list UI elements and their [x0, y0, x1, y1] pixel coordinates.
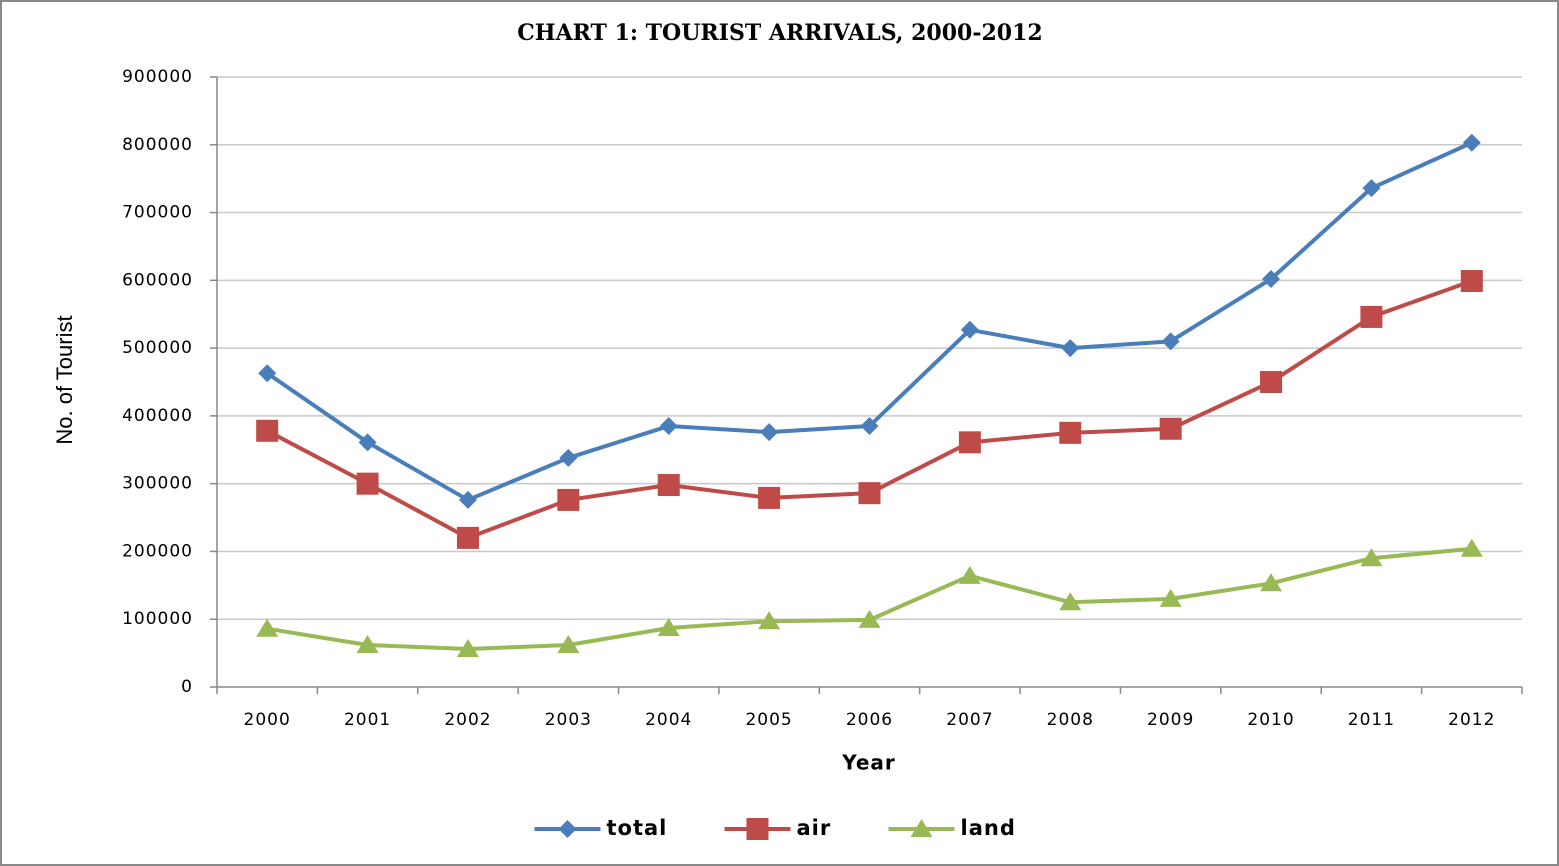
marker	[557, 488, 580, 511]
y-tick-label: 900000	[122, 67, 193, 87]
marker	[960, 320, 979, 339]
x-tick-label: 2001	[344, 710, 391, 730]
y-tick-label: 200000	[122, 541, 193, 561]
y-tick-label: 300000	[122, 474, 193, 494]
x-tick-label: 2000	[244, 710, 291, 730]
marker	[458, 490, 477, 509]
marker	[1460, 538, 1483, 557]
x-tick-label: 2005	[745, 710, 792, 730]
marker	[358, 433, 377, 452]
marker	[256, 419, 279, 442]
y-tick-label: 800000	[122, 135, 193, 155]
marker	[1360, 548, 1383, 567]
x-tick-label: 2006	[846, 710, 893, 730]
marker	[559, 448, 578, 467]
y-tick-label: 0	[181, 677, 193, 697]
legend-label: total	[607, 816, 668, 840]
x-tick-label: 2010	[1247, 710, 1294, 730]
marker	[1161, 332, 1180, 351]
marker	[356, 634, 379, 653]
marker	[760, 423, 779, 442]
marker	[858, 609, 881, 628]
x-tick-label: 2004	[645, 710, 692, 730]
x-tick-label: 2008	[1047, 710, 1094, 730]
marker	[1462, 133, 1481, 152]
marker	[657, 474, 680, 497]
legend-label: air	[797, 816, 832, 840]
marker	[456, 639, 479, 658]
marker	[1059, 421, 1082, 444]
chart-title: CHART 1: TOURIST ARRIVALS, 2000-2012	[517, 20, 1042, 46]
marker	[657, 618, 680, 637]
y-tick-label: 600000	[122, 270, 193, 290]
marker	[258, 364, 277, 383]
marker	[356, 472, 379, 495]
y-tick-label: 700000	[122, 203, 193, 223]
x-tick-label: 2007	[946, 710, 993, 730]
marker	[1460, 270, 1483, 293]
marker	[860, 417, 879, 436]
x-tick-label: 2011	[1348, 710, 1395, 730]
marker	[1362, 179, 1381, 198]
marker	[1061, 339, 1080, 358]
marker	[1159, 588, 1182, 607]
marker	[558, 820, 577, 838]
marker	[1260, 371, 1283, 393]
marker	[659, 417, 678, 436]
legend-label: land	[961, 816, 1016, 840]
marker	[858, 482, 881, 505]
x-tick-label: 2012	[1448, 710, 1495, 730]
marker	[1262, 269, 1281, 288]
marker	[1059, 592, 1082, 611]
x-tick-label: 2003	[545, 710, 592, 730]
marker	[910, 819, 933, 837]
marker	[958, 565, 981, 584]
marker	[557, 634, 580, 653]
marker	[758, 486, 781, 509]
marker	[746, 818, 769, 840]
marker	[1360, 305, 1383, 328]
marker	[1260, 573, 1283, 592]
y-tick-label: 400000	[122, 406, 193, 426]
y-tick-label: 100000	[122, 609, 193, 629]
marker	[958, 431, 981, 454]
x-tick-label: 2002	[444, 710, 491, 730]
marker	[1159, 417, 1182, 440]
x-tick-label: 2009	[1147, 710, 1194, 730]
marker	[256, 618, 279, 637]
y-axis-label: No. of Tourist	[52, 315, 77, 444]
x-axis-label: Year	[841, 751, 896, 775]
y-tick-label: 500000	[122, 338, 193, 358]
marker	[456, 526, 479, 549]
marker	[758, 611, 781, 630]
